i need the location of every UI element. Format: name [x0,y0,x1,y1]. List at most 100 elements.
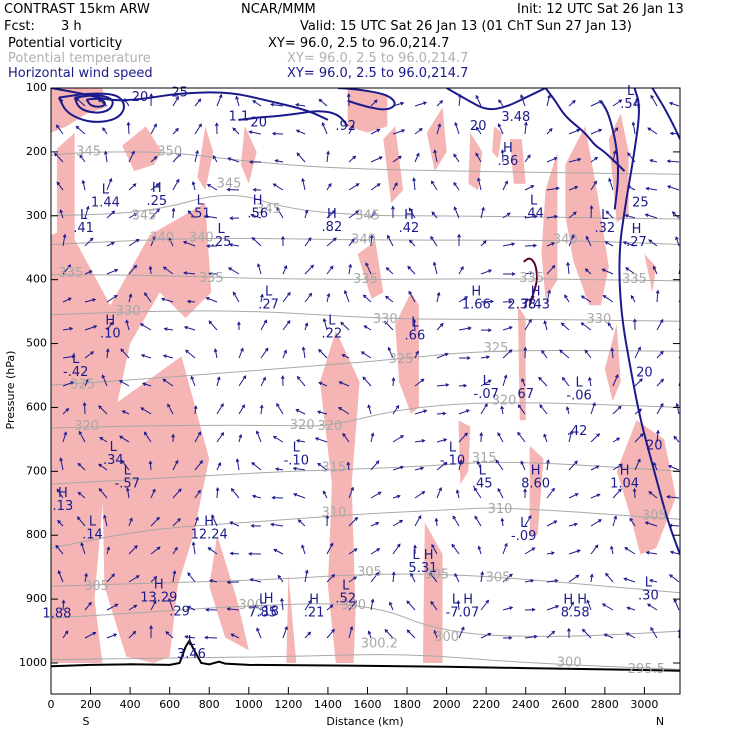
wind-vector-194 [252,495,262,499]
extremum-type-37: L [89,515,97,530]
wind-vector-head-306 [385,267,390,271]
wind-vector-head-216 [273,548,278,553]
wind-vector-head-503 [608,177,612,182]
wind-vector-head-426 [529,271,534,275]
wind-vector-head-502 [612,150,617,155]
wind-vector-head-81 [153,123,157,128]
wind-label-2: 20 [250,116,267,131]
wind-vector-head-439 [533,634,538,639]
wind-vector-203 [273,183,284,191]
wind-vector-head-378 [456,599,461,604]
wind-vector-98 [150,600,157,611]
wind-vector-head-429 [523,346,528,351]
wind-vector-head-433 [520,460,524,465]
wind-vector-47 [106,295,118,303]
wind-vector-head-203 [272,183,277,187]
wind-vector-48 [106,322,113,331]
wind-vector-130 [190,376,196,387]
wind-vector-4 [60,209,64,219]
extremum-value-11: .44 [523,206,544,221]
wind-vector-head-276 [353,548,358,552]
wind-vector-562 [667,160,680,163]
wind-vector-161 [232,127,240,135]
wind-vector-head-385 [482,240,487,244]
wind-vector-head-82 [153,155,158,160]
extremum-type-4: H [503,141,513,156]
wind-vector-366 [458,266,464,275]
wind-vector-head-249 [318,348,322,353]
wind-vector-head-256 [329,542,334,547]
wind-vector-382 [475,153,482,163]
wind-vector-head-151 [220,403,224,407]
wind-vector-416 [502,543,508,555]
y-tick-label-7: 800 [26,528,47,541]
wind-vector-head-270 [338,381,343,385]
wind-vector-head-42 [104,150,108,155]
wind-vector-56 [106,547,110,555]
wind-vector-218 [281,598,284,611]
theta-label-36: 300 [434,630,459,645]
extremum-type-22: L [411,315,419,330]
contour-labels-layer: 345 350 345 345 345 345 340 340 340 340 335 335 335 3… [42,84,666,677]
wind-vector-head-213 [274,467,280,471]
wind-vector-head-108 [163,327,168,331]
wind-vector-head-278 [353,600,358,605]
wind-vector-337 [410,573,416,583]
wind-vector-343 [431,180,438,191]
wind-vector-225 [304,237,312,247]
extremum-value-5: 1.44 [91,196,120,211]
wind-vector-head-425 [533,243,538,248]
wind-vector-head-323 [412,177,416,182]
wind-vector-head-493 [595,465,600,469]
wind-vector-head-100 [175,96,179,101]
wind-vector-head-241 [321,121,326,126]
wind-vector-136 [192,542,196,555]
wind-vector-head-28 [93,325,98,329]
wind-vector-391 [480,403,488,415]
extremum-type-28: L [293,441,301,456]
wind-vector-405 [502,243,515,247]
wind-vector-head-339 [406,629,411,634]
wind-vector-head-47 [113,295,118,299]
wind-vector-head-221 [295,129,300,134]
wind-vector-91 [140,407,152,415]
wind-vector-head-556 [645,550,650,555]
wind-vector-509 [611,348,614,359]
wind-vector-head-568 [681,324,684,327]
wind-vector-308 [384,321,394,331]
wind-vector-179 [231,633,240,639]
wind-vector-461 [568,129,580,135]
wind-vector-head-237 [304,569,309,574]
wind-vector-347 [436,292,440,303]
wind-vector-head-538 [626,606,631,611]
extremum-value-45: .21 [304,606,325,621]
wind-vector-72 [119,435,130,443]
extremum-value-1: .54 [620,97,641,112]
wind-vector-401 [498,123,504,135]
wind-vector-500 [612,99,622,107]
wind-vector-head-214 [271,495,276,500]
wind-vector-head-545 [648,239,653,244]
wind-vector-head-527 [630,294,635,299]
wind-vector-95 [150,517,160,527]
wind-vector-head-112 [171,433,175,438]
wind-vector-head-63 [132,183,137,187]
wind-vector-367 [458,296,468,303]
wind-vector-head-110 [162,378,167,383]
wind-vector-209 [282,350,287,359]
wind-vector-head-25 [89,237,94,242]
wind-vector-head-43 [108,177,113,182]
wind-vector-head-400 [498,99,502,104]
wind-vector-548 [656,319,664,331]
wind-vector-414 [497,488,504,499]
wind-vector-head-311 [395,404,400,409]
wind-vector-head-54 [98,487,103,492]
wind-vector-452 [543,434,548,443]
wind-vector-head-94 [152,488,156,493]
wind-vector-head-514 [618,488,622,493]
pv-shade-region-10 [517,305,526,421]
theta-label-16: 330 [586,312,611,327]
wind-vector-head-391 [484,403,488,408]
wind-vector-293 [370,460,380,471]
wind-vector-head-455 [553,520,558,524]
